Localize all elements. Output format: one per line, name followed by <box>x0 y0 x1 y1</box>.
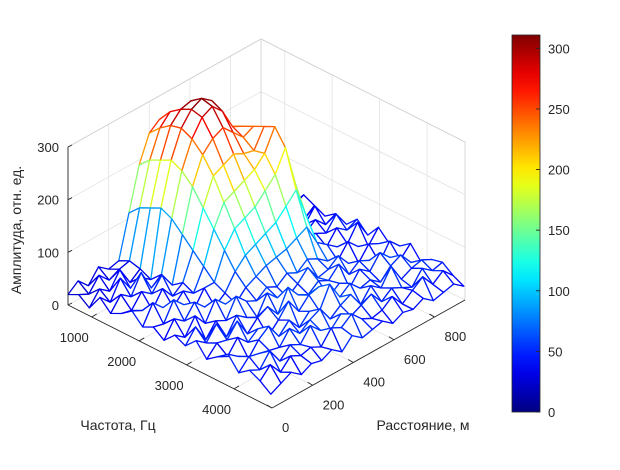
z-axis-label: Амплитуда, отн. ед. <box>8 166 24 294</box>
surface-mesh <box>67 97 465 395</box>
z-tick <box>67 144 73 148</box>
x-tick-label: 2000 <box>107 354 136 369</box>
colorbar-tick-label: 0 <box>548 405 555 420</box>
y-tick-label: 200 <box>323 397 345 412</box>
y-tick-label: 0 <box>282 420 289 435</box>
y-tick-label: 600 <box>404 352 426 367</box>
y-tick <box>429 313 435 318</box>
y-tick <box>388 336 395 341</box>
z-tick-label: 300 <box>37 140 59 155</box>
y-tick-label: 800 <box>445 329 467 344</box>
z-tick <box>67 302 73 306</box>
box-edge <box>260 38 466 143</box>
axes: 0 100 200 300 1000 2000 3000 4000 0 200 400 600 800 <box>37 140 466 435</box>
z-tick-label: 200 <box>37 193 59 208</box>
y-tick-label: 400 <box>363 375 385 390</box>
grid-line <box>260 143 466 248</box>
y-tick <box>348 359 354 363</box>
x-axis-label: Частота, Гц <box>80 417 155 433</box>
x-tick <box>138 337 145 342</box>
z-tick <box>67 197 73 201</box>
colorbar-tick-label: 100 <box>548 284 570 299</box>
y-tick <box>307 381 313 386</box>
y-axis-label: Расстояние, м <box>376 417 469 433</box>
colorbar-tick-label: 250 <box>548 102 570 117</box>
x-axis-line <box>67 304 273 409</box>
mesh-cell <box>259 364 282 395</box>
box-edge <box>67 38 262 148</box>
x-tick-label: 4000 <box>202 402 231 417</box>
y-tick <box>266 404 273 409</box>
x-tick <box>91 313 97 318</box>
x-tick <box>186 361 192 366</box>
x-tick-label: 3000 <box>155 378 184 393</box>
z-tick <box>67 249 73 253</box>
x-tick <box>233 385 240 390</box>
colorbar-tick-label: 50 <box>548 344 562 359</box>
colorbar-tick-label: 200 <box>548 163 570 178</box>
y-axis-line <box>271 299 466 409</box>
x-tick-label: 1000 <box>60 330 89 345</box>
colorbar-tick-label: 300 <box>548 41 570 56</box>
colorbar <box>511 34 541 413</box>
z-tick-label: 100 <box>37 245 59 260</box>
z-tick-label: 0 <box>52 298 59 313</box>
colorbar-tick-label: 150 <box>548 223 570 238</box>
grid-line <box>260 91 466 196</box>
colorbar-ticks: 0 50 100 150 200 250 300 <box>536 41 570 420</box>
